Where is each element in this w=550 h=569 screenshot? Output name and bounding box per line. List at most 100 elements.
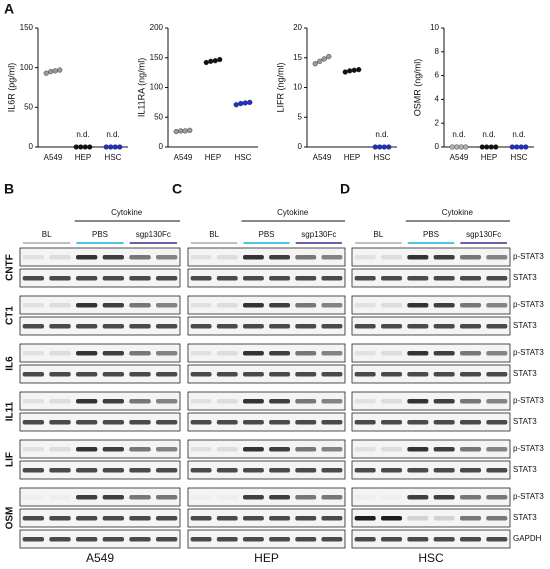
band: [354, 303, 376, 308]
band: [380, 468, 403, 473]
data-point: [479, 144, 485, 150]
band-label: STAT3: [513, 513, 537, 522]
band: [102, 495, 124, 500]
panel-label: A: [4, 1, 14, 17]
data-point: [212, 58, 218, 64]
lane-label: BL: [209, 230, 219, 239]
band: [242, 516, 264, 521]
x-tick-label: HEP: [75, 153, 91, 162]
band: [295, 276, 317, 281]
data-point: [386, 144, 392, 150]
band: [76, 468, 98, 473]
band-label: p-STAT3: [513, 252, 544, 261]
band: [22, 303, 44, 308]
data-point: [342, 69, 348, 75]
blot-frame: [351, 460, 511, 480]
y-tick-label: 15: [293, 53, 302, 62]
data-point: [484, 144, 490, 150]
band: [354, 399, 376, 404]
band: [190, 516, 212, 521]
blot-frame: [351, 295, 511, 315]
band: [433, 537, 455, 542]
band: [156, 372, 178, 377]
data-point: [203, 59, 209, 66]
band: [486, 516, 508, 521]
band: [295, 372, 317, 377]
y-tick-label: 10: [293, 83, 302, 92]
blot-frame: [351, 412, 511, 432]
cell-label: A549: [86, 551, 114, 565]
panel-label: C: [172, 181, 182, 197]
band: [216, 372, 238, 377]
band: [295, 399, 317, 404]
band: [295, 495, 317, 500]
band: [269, 276, 291, 281]
band: [459, 537, 482, 542]
blot-frame: [19, 316, 181, 336]
band: [321, 372, 343, 377]
band: [433, 399, 455, 404]
band: [76, 495, 98, 500]
band: [76, 516, 98, 521]
band: [407, 537, 429, 542]
band: [459, 303, 482, 308]
band: [407, 420, 429, 425]
band: [380, 255, 403, 260]
band: [22, 468, 44, 473]
band: [459, 255, 482, 260]
data-point: [509, 144, 515, 150]
band: [216, 255, 238, 260]
y-tick-label: 8: [435, 47, 440, 56]
y-tick-label: 100: [20, 63, 34, 72]
band: [22, 399, 44, 404]
band: [49, 255, 71, 260]
band: [76, 447, 98, 452]
band: [216, 399, 238, 404]
x-tick-label: HSC: [374, 153, 391, 162]
data-point: [108, 144, 114, 150]
band: [102, 420, 124, 425]
band: [156, 495, 178, 500]
band: [269, 372, 291, 377]
band: [49, 303, 71, 308]
band: [242, 399, 264, 404]
band: [486, 372, 508, 377]
data-point: [57, 67, 63, 73]
band: [76, 324, 98, 329]
band: [486, 324, 508, 329]
annotation: n.d.: [106, 130, 119, 139]
band: [76, 276, 98, 281]
band: [269, 468, 291, 473]
band: [486, 255, 508, 260]
y-tick-label: 150: [150, 53, 164, 62]
band: [102, 468, 124, 473]
band: [486, 303, 508, 308]
band: [156, 276, 178, 281]
row-label: CT1: [5, 306, 16, 325]
band: [76, 303, 98, 308]
band: [380, 537, 403, 542]
band: [295, 420, 317, 425]
band: [216, 537, 238, 542]
annotation: n.d.: [375, 130, 388, 139]
lane-label: PBS: [258, 230, 274, 239]
data-point: [112, 144, 118, 150]
x-tick-label: A549: [313, 153, 332, 162]
band: [216, 447, 238, 452]
blot-frame: [187, 391, 346, 411]
band: [459, 324, 482, 329]
band: [381, 495, 402, 500]
band: [22, 537, 44, 542]
blot-frame: [187, 364, 346, 384]
y-tick-label: 150: [20, 23, 34, 32]
blot-frame: [187, 268, 346, 288]
y-tick-label: 20: [293, 23, 302, 32]
band: [190, 399, 212, 404]
band: [102, 372, 124, 377]
band: [156, 420, 178, 425]
band: [295, 468, 317, 473]
band: [321, 276, 343, 281]
y-axis-label: IL11RA (ng/ml): [136, 58, 146, 117]
band: [486, 495, 508, 500]
band: [354, 351, 376, 356]
